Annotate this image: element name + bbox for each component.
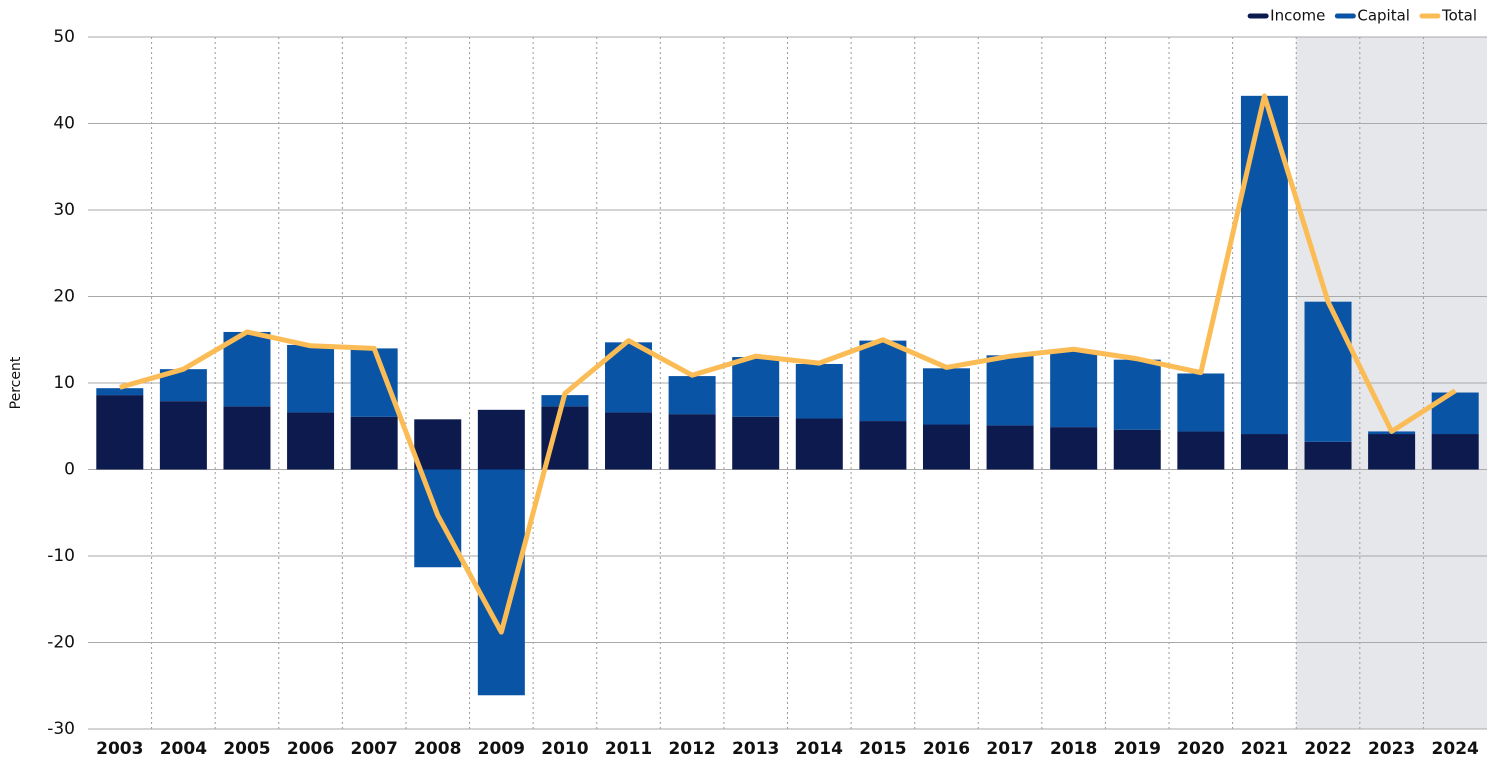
bar bbox=[1113, 359, 1161, 430]
x-tick-label: 2024 bbox=[1432, 739, 1479, 759]
bar bbox=[223, 406, 271, 470]
bar bbox=[159, 401, 207, 470]
bar bbox=[96, 395, 144, 470]
x-tick-label: 2015 bbox=[859, 739, 906, 759]
bar bbox=[1177, 431, 1225, 470]
x-tick-label: 2018 bbox=[1050, 739, 1097, 759]
bar bbox=[922, 368, 970, 425]
bar bbox=[287, 412, 335, 470]
bar bbox=[1304, 441, 1352, 470]
bar bbox=[477, 409, 525, 470]
total-line bbox=[119, 93, 1457, 635]
bar bbox=[605, 412, 653, 470]
bar bbox=[1177, 373, 1225, 432]
x-tick-label: 2012 bbox=[668, 739, 715, 759]
y-tick-label: -30 bbox=[47, 719, 75, 739]
bar bbox=[1368, 434, 1416, 470]
x-tick-label: 2019 bbox=[1114, 739, 1161, 759]
bar bbox=[1304, 301, 1352, 442]
x-tick-label: 2004 bbox=[160, 739, 207, 759]
x-tick-label: 2005 bbox=[223, 739, 270, 759]
bar bbox=[986, 355, 1034, 426]
bar bbox=[350, 348, 398, 417]
bar bbox=[414, 419, 462, 470]
bar bbox=[859, 340, 907, 422]
x-tick-label: 2020 bbox=[1177, 739, 1224, 759]
bar bbox=[1050, 350, 1098, 428]
x-tick-label: 2017 bbox=[986, 739, 1033, 759]
bar bbox=[350, 416, 398, 470]
y-axis-label: Percent bbox=[8, 356, 24, 409]
bar bbox=[795, 418, 843, 470]
bar bbox=[732, 416, 780, 470]
bar bbox=[922, 424, 970, 470]
x-tick-label: 2011 bbox=[605, 739, 652, 759]
bar bbox=[986, 425, 1034, 470]
y-tick-label: 10 bbox=[53, 373, 75, 393]
y-tick-label: -20 bbox=[47, 633, 75, 653]
bar bbox=[1431, 434, 1479, 470]
bar bbox=[223, 331, 271, 407]
x-tick-label: 2013 bbox=[732, 739, 779, 759]
bar bbox=[859, 421, 907, 470]
bar bbox=[1113, 429, 1161, 470]
y-tick-label: -10 bbox=[47, 546, 75, 566]
y-tick-label: 30 bbox=[53, 200, 75, 220]
legend-label: Income bbox=[1270, 7, 1325, 25]
x-tick-label: 2003 bbox=[96, 739, 143, 759]
bar bbox=[1240, 434, 1288, 470]
y-tick-label: 50 bbox=[53, 27, 75, 47]
bar bbox=[287, 344, 335, 413]
x-tick-label: 2021 bbox=[1241, 739, 1288, 759]
y-tick-label: 40 bbox=[53, 114, 75, 134]
legend-label: Total bbox=[1441, 7, 1477, 25]
x-tick-label: 2016 bbox=[923, 739, 970, 759]
x-tick-label: 2008 bbox=[414, 739, 461, 759]
bar bbox=[477, 469, 525, 696]
y-tick-label: 0 bbox=[64, 460, 75, 480]
x-tick-label: 2022 bbox=[1304, 739, 1351, 759]
x-tick-label: 2007 bbox=[350, 739, 397, 759]
x-tick-label: 2014 bbox=[796, 739, 843, 759]
x-tick-label: 2006 bbox=[287, 739, 334, 759]
bar bbox=[668, 376, 716, 415]
legend-label: Capital bbox=[1357, 7, 1410, 25]
bar bbox=[96, 388, 144, 396]
bar bbox=[795, 363, 843, 419]
x-tick-label: 2010 bbox=[541, 739, 588, 759]
bar bbox=[732, 357, 780, 417]
x-tick-label: 2023 bbox=[1368, 739, 1415, 759]
x-tick-label: 2009 bbox=[478, 739, 525, 759]
y-tick-label: 20 bbox=[53, 287, 75, 307]
bar bbox=[1050, 427, 1098, 470]
bar bbox=[668, 414, 716, 470]
